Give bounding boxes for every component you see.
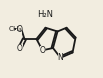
Text: CH₃: CH₃ (9, 26, 22, 32)
Text: O: O (40, 46, 45, 55)
Text: O: O (17, 44, 23, 52)
Text: O: O (40, 46, 45, 55)
Text: O: O (16, 25, 22, 34)
Text: N: N (58, 53, 63, 62)
Text: O: O (17, 44, 23, 52)
Text: N: N (58, 53, 63, 62)
Text: H₂N: H₂N (37, 10, 53, 19)
Text: O: O (16, 25, 22, 34)
